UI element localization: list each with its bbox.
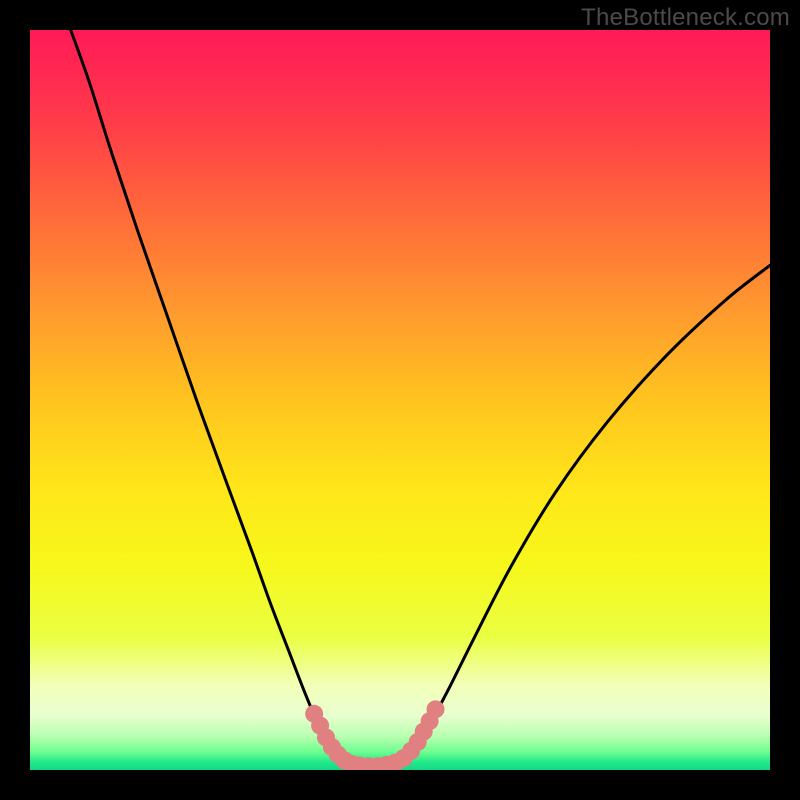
watermark-text: TheBottleneck.com bbox=[581, 4, 790, 32]
frame: TheBottleneck.com bbox=[0, 0, 800, 800]
trough-highlight bbox=[30, 30, 770, 770]
plot-area bbox=[30, 30, 770, 770]
